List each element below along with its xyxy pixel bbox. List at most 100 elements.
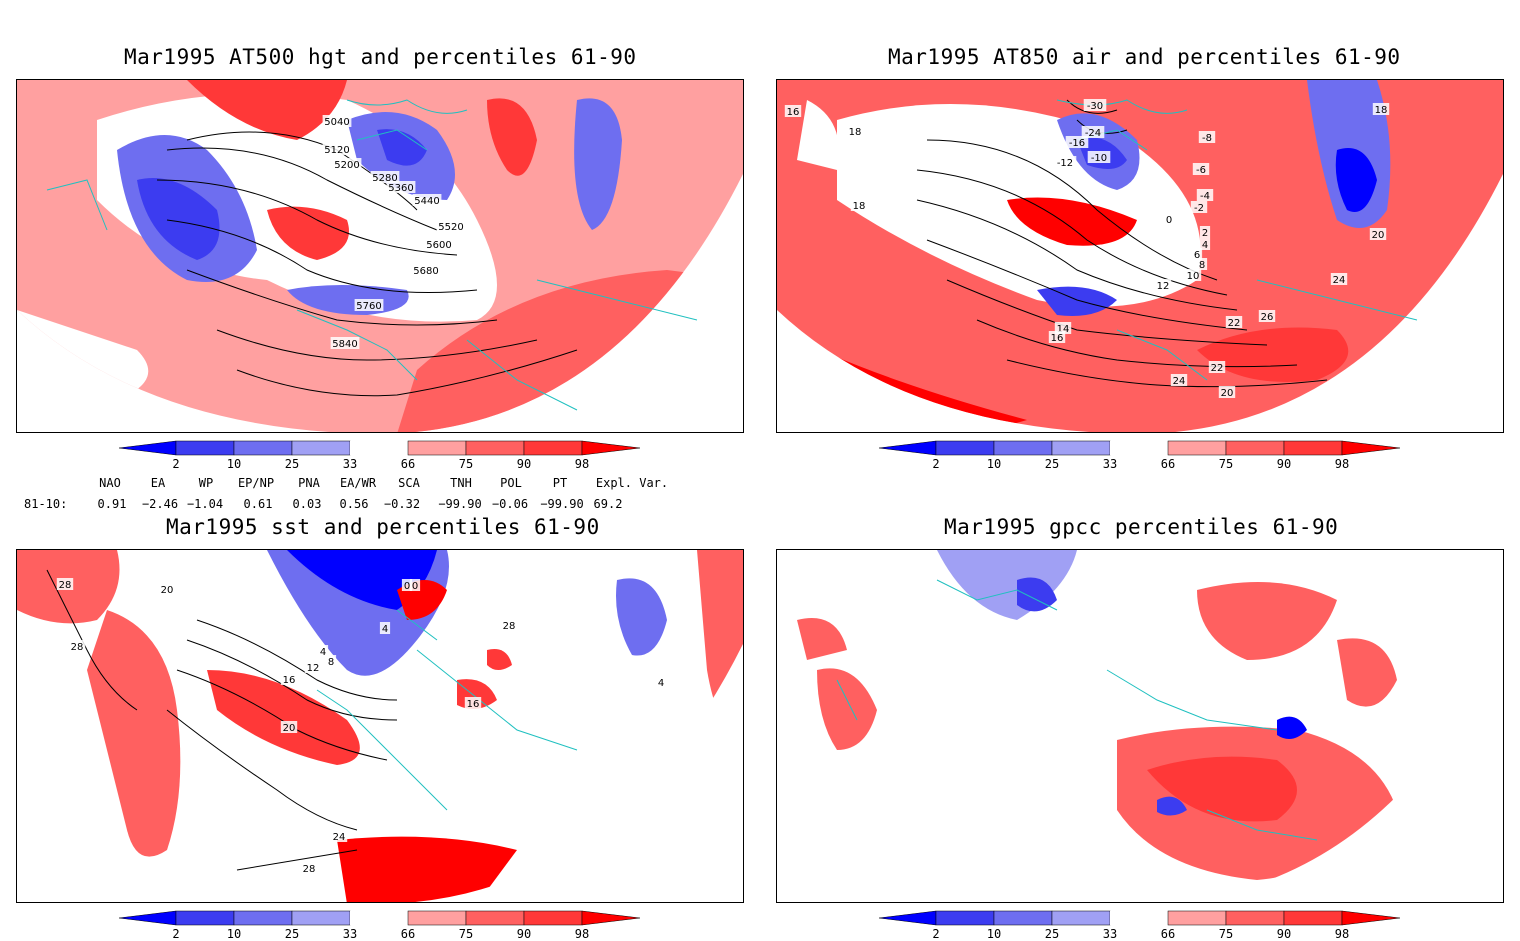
panel-title-4: Mar1995 gpcc percentiles 61-90 bbox=[944, 515, 1339, 539]
contour-label-bg bbox=[1192, 163, 1210, 175]
contour-label: -8 bbox=[1202, 133, 1212, 144]
index-value: −99.90 bbox=[540, 497, 584, 511]
contour-label-bg bbox=[1081, 126, 1105, 138]
colorbar-swatch bbox=[233, 440, 293, 456]
contour-label: 5840 bbox=[332, 339, 357, 350]
colorbar-label: 25 bbox=[284, 457, 300, 471]
contour-label-bg bbox=[1053, 156, 1077, 168]
contour-label: -6 bbox=[1196, 165, 1206, 176]
contour-label-bg bbox=[322, 115, 352, 127]
contour-label: 28 bbox=[303, 864, 316, 875]
contour-label-bg bbox=[1330, 273, 1348, 285]
index-header: NAO bbox=[99, 476, 121, 490]
contour-label: 20 bbox=[1221, 388, 1234, 399]
contour-label: 14 bbox=[1057, 324, 1070, 335]
contour-label: 5280 bbox=[372, 173, 397, 184]
colorbar-swatch bbox=[523, 910, 583, 926]
index-header: PT bbox=[552, 476, 568, 490]
contour-label: 4 bbox=[320, 647, 326, 658]
colorbar-swatch bbox=[1341, 440, 1401, 456]
contour-label: 8 bbox=[1199, 260, 1205, 271]
colorbar-svg bbox=[878, 440, 1401, 456]
contour-label: 28 bbox=[59, 580, 72, 591]
colorbar-label: 75 bbox=[458, 927, 474, 941]
index-header: PNA bbox=[298, 476, 320, 490]
colorbar-swatch bbox=[1051, 440, 1111, 456]
colorbar-label: 90 bbox=[1276, 457, 1292, 471]
contour-label-bg bbox=[655, 676, 667, 688]
colorbar-swatch bbox=[993, 440, 1053, 456]
colorbar-label: 66 bbox=[400, 457, 416, 471]
colorbar-label: 98 bbox=[1334, 927, 1350, 941]
map-panel-gpcc bbox=[776, 549, 1504, 903]
colorbar-label: 90 bbox=[516, 457, 532, 471]
contour-label: 0 bbox=[412, 581, 418, 592]
colorbar-svg bbox=[118, 440, 641, 456]
index-header: SCA bbox=[398, 476, 420, 490]
contour-label: 5600 bbox=[426, 240, 451, 251]
colorbar-swatch bbox=[407, 440, 467, 456]
map-panel-sst: 28 28 20 0 4 4 8 12 16 20 24 28 4 16 28 0 bbox=[16, 549, 744, 903]
contour-label-bg bbox=[1198, 131, 1216, 143]
contour-label: 22 bbox=[1211, 363, 1224, 374]
contour-label: 28 bbox=[503, 621, 516, 632]
contour-label: 0 bbox=[404, 581, 410, 592]
colorbar-label: 2 bbox=[932, 457, 940, 471]
contour-label-bg bbox=[56, 578, 74, 590]
contour-label-bg bbox=[325, 655, 337, 667]
contour-label: 18 bbox=[853, 201, 866, 212]
contour-label: -10 bbox=[1091, 153, 1107, 164]
contour-label: -12 bbox=[1057, 158, 1073, 169]
colorbar-label: 75 bbox=[1218, 927, 1234, 941]
colorbar-label: 75 bbox=[1218, 457, 1234, 471]
colorbar-label: 33 bbox=[1102, 457, 1118, 471]
contour-label-bg bbox=[1199, 226, 1211, 238]
contour-label: 5120 bbox=[324, 145, 349, 156]
colorbar-swatch bbox=[1110, 441, 1168, 455]
colorbar-label: 2 bbox=[172, 457, 180, 471]
contour-label-bg bbox=[1196, 189, 1214, 201]
contour-label-bg bbox=[68, 640, 86, 652]
colorbar-label: 90 bbox=[516, 927, 532, 941]
contour-label: 5360 bbox=[388, 183, 413, 194]
colorbar-label: 10 bbox=[226, 457, 242, 471]
colorbar-label: 66 bbox=[1160, 457, 1176, 471]
contour-label-bg bbox=[1191, 248, 1203, 260]
colorbar-1: 2 10 25 33 66 75 90 98 bbox=[118, 440, 642, 471]
colorbar-swatch bbox=[581, 910, 641, 926]
colorbar-label: 75 bbox=[458, 457, 474, 471]
colorbar-label: 98 bbox=[1334, 457, 1350, 471]
contour-label-bg bbox=[332, 158, 362, 170]
contour-label: 4 bbox=[1202, 240, 1208, 251]
contour-label: 5520 bbox=[438, 222, 463, 233]
index-header: EP/NP bbox=[237, 476, 275, 490]
contour-label-bg bbox=[1184, 269, 1202, 281]
index-value: 0.03 bbox=[292, 497, 322, 511]
index-value: 0.56 bbox=[339, 497, 369, 511]
colorbar-swatch bbox=[935, 440, 995, 456]
colorbar-swatch bbox=[465, 910, 525, 926]
panel-title-2: Mar1995 AT850 air and percentiles 61-90 bbox=[888, 45, 1401, 69]
colorbar-label: 98 bbox=[574, 457, 590, 471]
contour-label-bg bbox=[1065, 136, 1089, 148]
contour-label: -2 bbox=[1194, 203, 1204, 214]
index-value: 69.2 bbox=[593, 497, 623, 511]
contour-label-bg bbox=[1083, 99, 1107, 111]
index-value: −2.46 bbox=[141, 497, 179, 511]
contour-label-bg bbox=[784, 105, 802, 117]
colorbar-3: 2 10 25 33 66 75 90 98 bbox=[118, 910, 642, 941]
contour-label: 16 bbox=[283, 675, 296, 686]
contour-label-bg bbox=[330, 830, 348, 842]
contour-label-bg bbox=[411, 264, 441, 276]
index-row-label: 81-10: bbox=[24, 497, 68, 511]
contour-label: 4 bbox=[658, 678, 664, 689]
colorbar-swatch bbox=[175, 910, 235, 926]
contour-label-bg bbox=[1258, 310, 1276, 322]
map-panel-at500: 5040 5120 5200 5280 5360 5440 5520 5600 5680 5760… bbox=[16, 79, 744, 433]
contour-label-bg bbox=[370, 171, 400, 183]
colorbar-swatch bbox=[118, 910, 177, 926]
contour-label: 6 bbox=[1194, 250, 1200, 261]
contour-label-bg bbox=[1218, 386, 1236, 398]
contour-label-bg bbox=[1170, 374, 1188, 386]
colorbar-label: 33 bbox=[342, 927, 358, 941]
